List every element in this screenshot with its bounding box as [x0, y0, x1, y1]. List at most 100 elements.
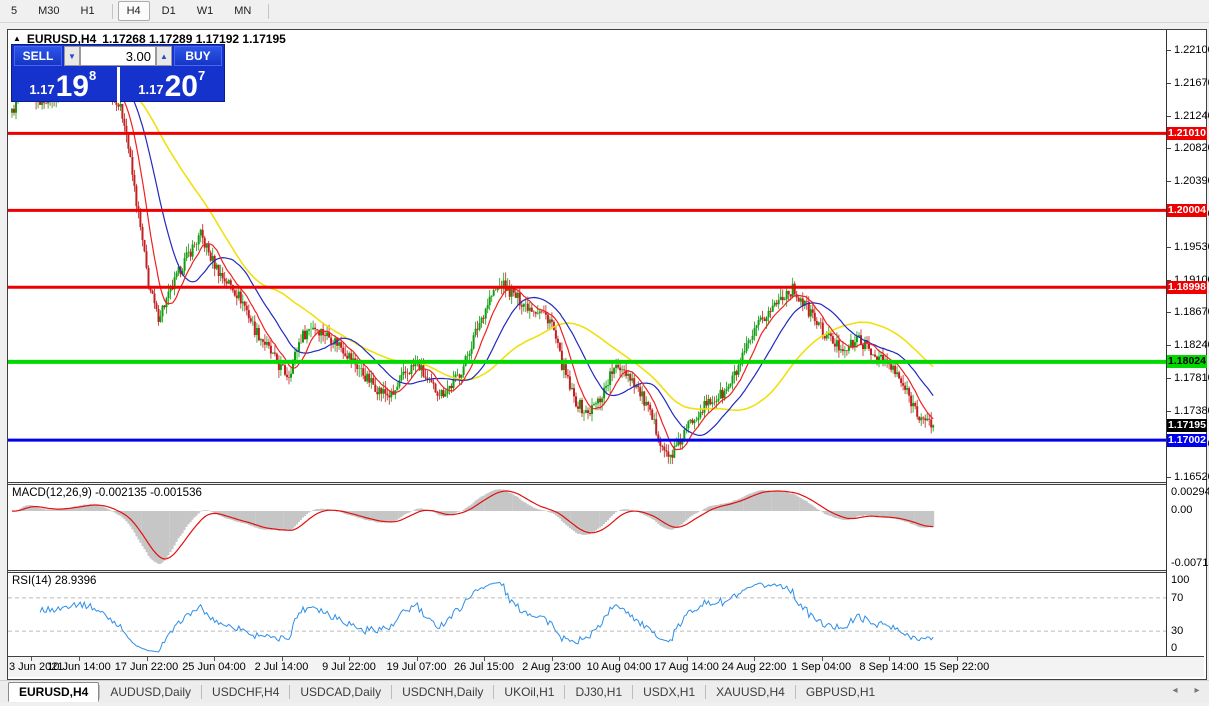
chart-tab-usdcnh-daily[interactable]: USDCNH,Daily — [402, 685, 484, 699]
chart-tab-ukoil-h1[interactable]: UKOil,H1 — [504, 685, 555, 699]
sell-price-prefix: 1.17 — [29, 82, 55, 97]
buy-price-display[interactable]: 1.17 20 7 — [119, 67, 224, 102]
timeframe-button-mn[interactable]: MN — [234, 5, 252, 17]
tab-separator — [794, 685, 796, 699]
rsi-axis-70: 70 — [1171, 591, 1184, 604]
tab-scroll-right-button[interactable]: ▸ — [1194, 685, 1200, 696]
time-axis-tick-mark — [686, 657, 688, 661]
price-level-label: 1.18998 — [1167, 280, 1207, 294]
rsi-axis-100: 100 — [1171, 574, 1190, 586]
panel-separator[interactable] — [8, 570, 1166, 573]
chart-tab-bar: EURUSD,H4 AUDUSD,Daily USDCHF,H4 USDCAD,Dai… — [0, 680, 1209, 703]
moving-average-fast-line — [29, 71, 934, 451]
rsi-axis-0: 0 — [1171, 642, 1178, 654]
volume-decrease-button[interactable]: ▼ — [64, 46, 80, 66]
tab-separator — [564, 685, 566, 699]
panel-separator[interactable] — [8, 482, 1166, 485]
macd-axis-min: -0.00715 — [1171, 557, 1209, 569]
rsi-label: RSI(14) 28.9396 — [12, 575, 97, 587]
time-axis-tick-mark — [956, 657, 958, 661]
macd-canvas[interactable] — [8, 485, 1166, 570]
macd-signal-line — [11, 490, 934, 560]
price-axis-tick-mark — [1167, 180, 1171, 182]
price-axis-tick: 1.17380 — [1174, 405, 1209, 418]
time-axis-label: 2 Jul 14:00 — [254, 661, 309, 673]
time-axis-label: 10 Jun 14:00 — [47, 661, 111, 673]
bull-candle-bodies — [11, 63, 935, 458]
time-axis-label: 19 Jul 07:00 — [386, 661, 447, 673]
timeframe-button-h4[interactable]: H4 — [117, 1, 150, 21]
one-click-collapse-icon[interactable]: ▲ — [13, 33, 21, 43]
price-axis-line — [1166, 30, 1167, 656]
price-axis-tick-mark — [1167, 476, 1171, 478]
sell-price-display[interactable]: 1.17 19 8 — [12, 67, 114, 103]
one-click-order-row: SELL ▼ 3.00 ▲ BUY — [12, 45, 224, 67]
time-axis-label: 15 Sep 22:00 — [923, 661, 990, 673]
tab-separator — [493, 685, 495, 699]
chart-tab-usdcad-daily[interactable]: USDCAD,Daily — [300, 685, 382, 699]
timeframe-button-5[interactable]: 5 — [11, 5, 18, 17]
bull-candle-wicks — [11, 59, 934, 465]
one-click-price-row: 1.17 19 8 1.17 20 7 — [12, 67, 224, 103]
tab-scroll-left-button[interactable]: ◂ — [1172, 685, 1178, 696]
rsi-canvas[interactable] — [8, 573, 1166, 656]
chart-tab-gbpusd-h1[interactable]: GBPUSD,H1 — [805, 685, 876, 699]
chart-title: ▲ EURUSD,H4 1.17268 1.17289 1.17192 1.17… — [13, 32, 286, 46]
chart-tab-dj30-h1[interactable]: DJ30,H1 — [575, 685, 623, 699]
price-axis-tick-mark — [1167, 115, 1171, 117]
rsi-axis-30: 30 — [1171, 625, 1184, 638]
price-axis-tick: 1.20390 — [1174, 174, 1209, 187]
price-axis-tick: 1.19530 — [1174, 240, 1209, 253]
chart-tab-eurusd-h4[interactable]: EURUSD,H4 — [8, 682, 100, 702]
time-axis-tick-mark — [619, 657, 620, 661]
buy-price-point: 7 — [197, 68, 206, 83]
price-axis-tick: 1.20820 — [1174, 141, 1209, 154]
price-axis-tick: 1.18240 — [1174, 339, 1209, 352]
moving-average-slow-line — [126, 89, 934, 412]
buy-button[interactable]: BUY — [174, 46, 222, 66]
time-axis-label: 3 Jun 2021 — [9, 661, 64, 673]
time-axis-tick-mark — [484, 657, 485, 661]
chart-tab-usdx-h1[interactable]: USDX,H1 — [643, 685, 696, 699]
macd-label: MACD(12,26,9) -0.002135 -0.001536 — [12, 487, 202, 499]
time-axis-label: 1 Sep 04:00 — [791, 661, 852, 673]
time-axis-tick-mark — [889, 657, 890, 661]
timeframe-button-h1[interactable]: H1 — [80, 5, 95, 17]
chart-bottom-border — [8, 656, 1204, 657]
chart-window: ▲ EURUSD,H4 1.17268 1.17289 1.17192 1.17… — [7, 29, 1209, 680]
price-axis-tick-mark — [1167, 147, 1171, 149]
price-chart-canvas[interactable] — [8, 30, 1166, 482]
moving-average-mid-line — [59, 78, 934, 437]
chart-symbol-label: EURUSD,H4 — [26, 32, 97, 46]
price-level-label: 1.18024 — [1167, 355, 1207, 369]
sell-button[interactable]: SELL — [14, 46, 62, 66]
one-click-trading-panel: SELL ▼ 3.00 ▲ BUY 1.17 19 8 1.17 20 7 — [11, 44, 225, 103]
price-axis-tick-mark — [1167, 246, 1171, 248]
chart-tab-audusd-daily[interactable]: AUDUSD,Daily — [110, 685, 192, 699]
time-axis-label: 17 Aug 14:00 — [654, 661, 719, 673]
timeframe-button-w1[interactable]: W1 — [196, 5, 214, 17]
price-axis-tick-mark — [1167, 82, 1171, 84]
chart-tab-xauusd-h4[interactable]: XAUUSD,H4 — [716, 685, 785, 699]
time-axis-label: 8 Sep 14:00 — [859, 661, 919, 673]
price-panel-divider — [116, 67, 120, 103]
volume-input[interactable]: 3.00 — [80, 46, 156, 66]
time-axis[interactable]: 3 Jun 2021 10 Jun 14:00 17 Jun 22:00 25 Jun… — [8, 657, 1204, 677]
bear-candle-wicks — [13, 60, 932, 464]
chart-tab-usdchf-h4[interactable]: USDCHF,H4 — [212, 685, 280, 699]
time-axis-tick-mark — [146, 657, 148, 661]
price-axis-tick: 1.21670 — [1174, 76, 1209, 89]
timeframe-button-d1[interactable]: D1 — [161, 5, 176, 17]
volume-increase-button[interactable]: ▲ — [156, 46, 172, 66]
toolbar-separator — [111, 3, 113, 19]
sell-price-pips: 19 — [55, 70, 89, 103]
timeframe-button-m30[interactable]: M30 — [38, 5, 60, 17]
tab-separator — [289, 685, 291, 699]
time-axis-label: 10 Aug 04:00 — [586, 661, 652, 673]
time-axis-tick-mark — [79, 657, 80, 661]
current-price-label: 1.17195 — [1167, 418, 1207, 432]
bear-candle-bodies — [13, 63, 933, 458]
price-axis-tick: 1.18670 — [1174, 306, 1209, 319]
tab-separator — [99, 685, 101, 699]
